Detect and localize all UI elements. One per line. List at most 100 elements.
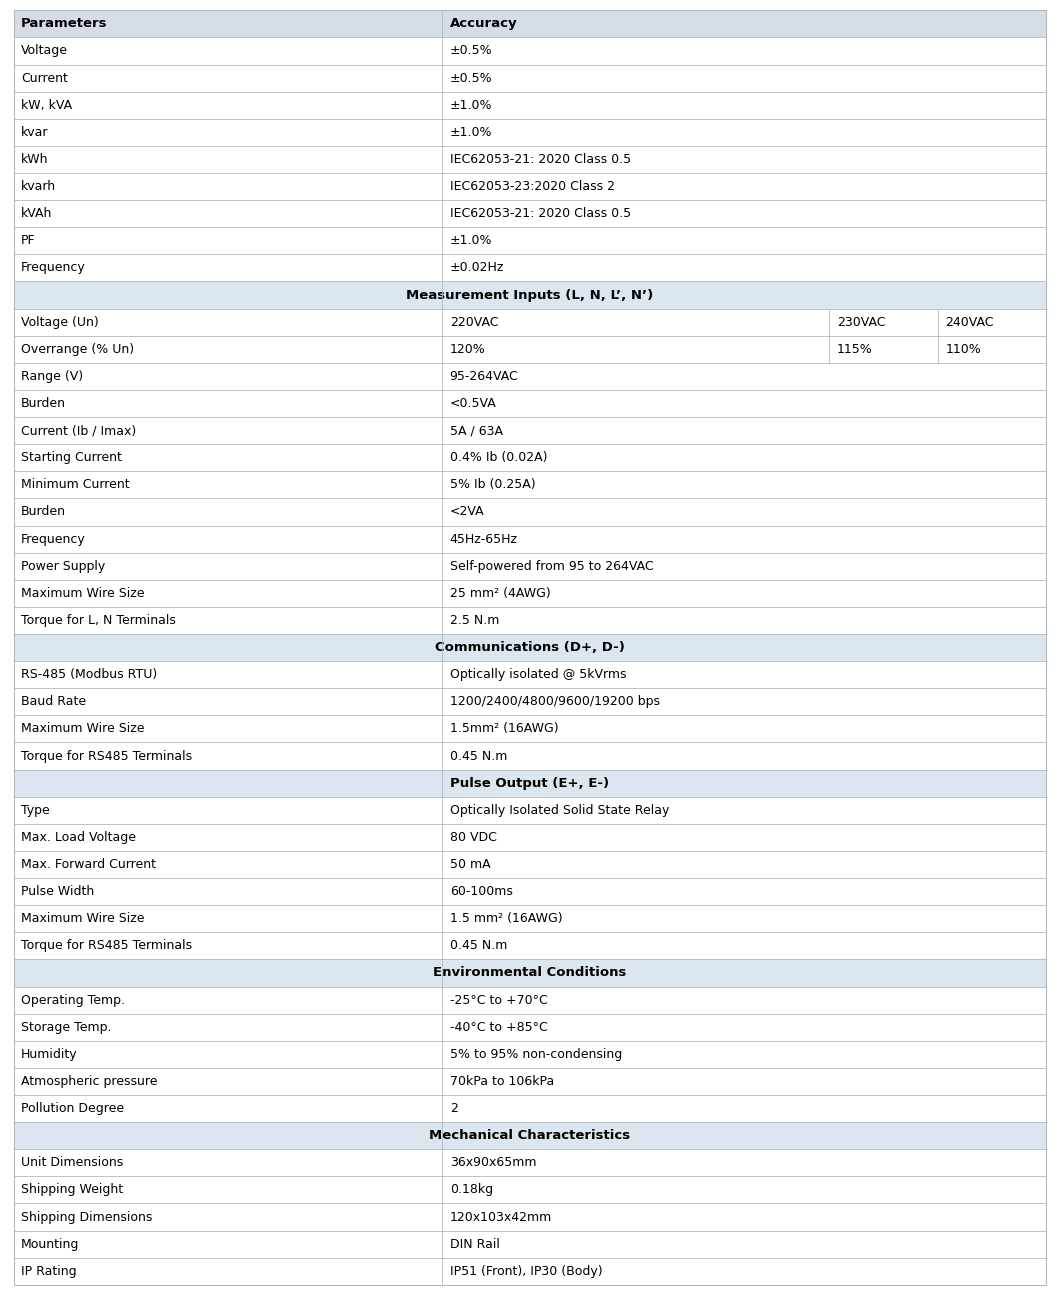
Bar xyxy=(442,579,1046,606)
Text: Voltage (Un): Voltage (Un) xyxy=(21,316,99,329)
Bar xyxy=(442,173,1046,200)
Text: 230VAC: 230VAC xyxy=(836,316,885,329)
Bar xyxy=(442,64,1046,92)
Text: 70kPa to 106kPa: 70kPa to 106kPa xyxy=(449,1075,554,1087)
Text: Overrange (% Un): Overrange (% Un) xyxy=(21,343,135,356)
Text: 110%: 110% xyxy=(946,343,980,356)
Bar xyxy=(14,987,442,1014)
Bar xyxy=(14,1122,1046,1149)
Text: Starting Current: Starting Current xyxy=(21,451,122,464)
Text: Accuracy: Accuracy xyxy=(449,17,517,31)
Text: 1.5 mm² (16AWG): 1.5 mm² (16AWG) xyxy=(449,912,562,925)
Bar xyxy=(442,662,1046,689)
Text: Pollution Degree: Pollution Degree xyxy=(21,1102,124,1115)
Bar xyxy=(14,335,442,362)
Bar xyxy=(14,579,442,606)
Bar xyxy=(442,1014,1046,1041)
Text: Range (V): Range (V) xyxy=(21,370,84,383)
Text: IP51 (Front), IP30 (Body): IP51 (Front), IP30 (Body) xyxy=(449,1264,602,1278)
Bar xyxy=(442,1149,1046,1176)
Text: 115%: 115% xyxy=(836,343,872,356)
Bar xyxy=(442,824,1046,851)
Bar xyxy=(442,335,829,362)
Bar xyxy=(442,716,1046,743)
Bar xyxy=(442,878,1046,906)
Bar xyxy=(442,689,1046,716)
Text: Shipping Weight: Shipping Weight xyxy=(21,1183,123,1196)
Text: <0.5VA: <0.5VA xyxy=(449,397,496,410)
Text: 95-264VAC: 95-264VAC xyxy=(449,370,518,383)
Text: Humidity: Humidity xyxy=(21,1047,77,1060)
Bar xyxy=(14,498,442,525)
Text: kVAh: kVAh xyxy=(21,208,53,221)
Bar xyxy=(14,227,442,254)
Text: kvarh: kvarh xyxy=(21,181,56,194)
Text: IP Rating: IP Rating xyxy=(21,1264,76,1278)
Text: 0.45 N.m: 0.45 N.m xyxy=(449,939,507,952)
Bar xyxy=(442,797,1046,824)
Text: DIN Rail: DIN Rail xyxy=(449,1237,499,1251)
Text: <2VA: <2VA xyxy=(449,506,484,519)
Bar xyxy=(14,933,442,960)
Bar xyxy=(14,851,442,878)
Text: 50 mA: 50 mA xyxy=(449,858,491,871)
Bar xyxy=(442,37,1046,64)
Text: IEC62053-23:2020 Class 2: IEC62053-23:2020 Class 2 xyxy=(449,181,615,194)
Text: Torque for RS485 Terminals: Torque for RS485 Terminals xyxy=(21,939,192,952)
Text: Pulse Output (E+, E-): Pulse Output (E+, E-) xyxy=(450,777,610,789)
Bar xyxy=(14,770,1046,797)
Text: Maximum Wire Size: Maximum Wire Size xyxy=(21,722,145,735)
Bar xyxy=(14,64,442,92)
Bar xyxy=(14,417,442,444)
Text: Measurement Inputs (L, N, L’, N’): Measurement Inputs (L, N, L’, N’) xyxy=(406,289,654,302)
Bar xyxy=(14,633,1046,662)
Text: 0.45 N.m: 0.45 N.m xyxy=(449,749,507,762)
Bar xyxy=(442,308,829,335)
Bar xyxy=(14,444,442,471)
Text: Mounting: Mounting xyxy=(21,1237,79,1251)
Text: -40°C to +85°C: -40°C to +85°C xyxy=(449,1020,547,1033)
Text: Burden: Burden xyxy=(21,397,66,410)
Bar xyxy=(442,743,1046,770)
Text: Pulse Width: Pulse Width xyxy=(21,885,94,898)
Text: Frequency: Frequency xyxy=(21,533,86,546)
Bar xyxy=(442,1176,1046,1204)
Text: 120x103x42mm: 120x103x42mm xyxy=(449,1210,552,1223)
Bar xyxy=(14,37,442,64)
Bar xyxy=(14,1258,442,1285)
Bar xyxy=(14,662,442,689)
Bar xyxy=(14,1149,442,1176)
Bar xyxy=(14,471,442,498)
Bar xyxy=(442,552,1046,579)
Bar xyxy=(442,933,1046,960)
Bar xyxy=(14,1095,442,1122)
Bar xyxy=(442,444,1046,471)
Bar xyxy=(829,335,938,362)
Bar xyxy=(14,606,442,633)
Text: Torque for RS485 Terminals: Torque for RS485 Terminals xyxy=(21,749,192,762)
Bar xyxy=(14,1176,442,1204)
Text: Storage Temp.: Storage Temp. xyxy=(21,1020,111,1033)
Text: ±0.5%: ±0.5% xyxy=(449,44,492,58)
Bar xyxy=(14,308,442,335)
Bar xyxy=(14,200,442,227)
Bar xyxy=(14,146,442,173)
Bar xyxy=(442,851,1046,878)
Text: ±1.0%: ±1.0% xyxy=(449,235,492,248)
Text: IEC62053-21: 2020 Class 0.5: IEC62053-21: 2020 Class 0.5 xyxy=(449,154,631,166)
Bar xyxy=(442,987,1046,1014)
Bar xyxy=(14,254,442,281)
Text: Baud Rate: Baud Rate xyxy=(21,695,86,708)
Text: 5A / 63A: 5A / 63A xyxy=(449,424,502,437)
Text: 5% Ib (0.25A): 5% Ib (0.25A) xyxy=(449,479,535,491)
Bar xyxy=(442,119,1046,146)
Text: 60-100ms: 60-100ms xyxy=(449,885,513,898)
Text: 0.4% Ib (0.02A): 0.4% Ib (0.02A) xyxy=(449,451,547,464)
Bar xyxy=(14,960,1046,987)
Text: Power Supply: Power Supply xyxy=(21,560,105,573)
Bar xyxy=(442,362,1046,390)
Text: Torque for L, N Terminals: Torque for L, N Terminals xyxy=(21,614,176,627)
Text: 45Hz-65Hz: 45Hz-65Hz xyxy=(449,533,517,546)
Bar xyxy=(442,525,1046,552)
Bar xyxy=(442,606,1046,633)
